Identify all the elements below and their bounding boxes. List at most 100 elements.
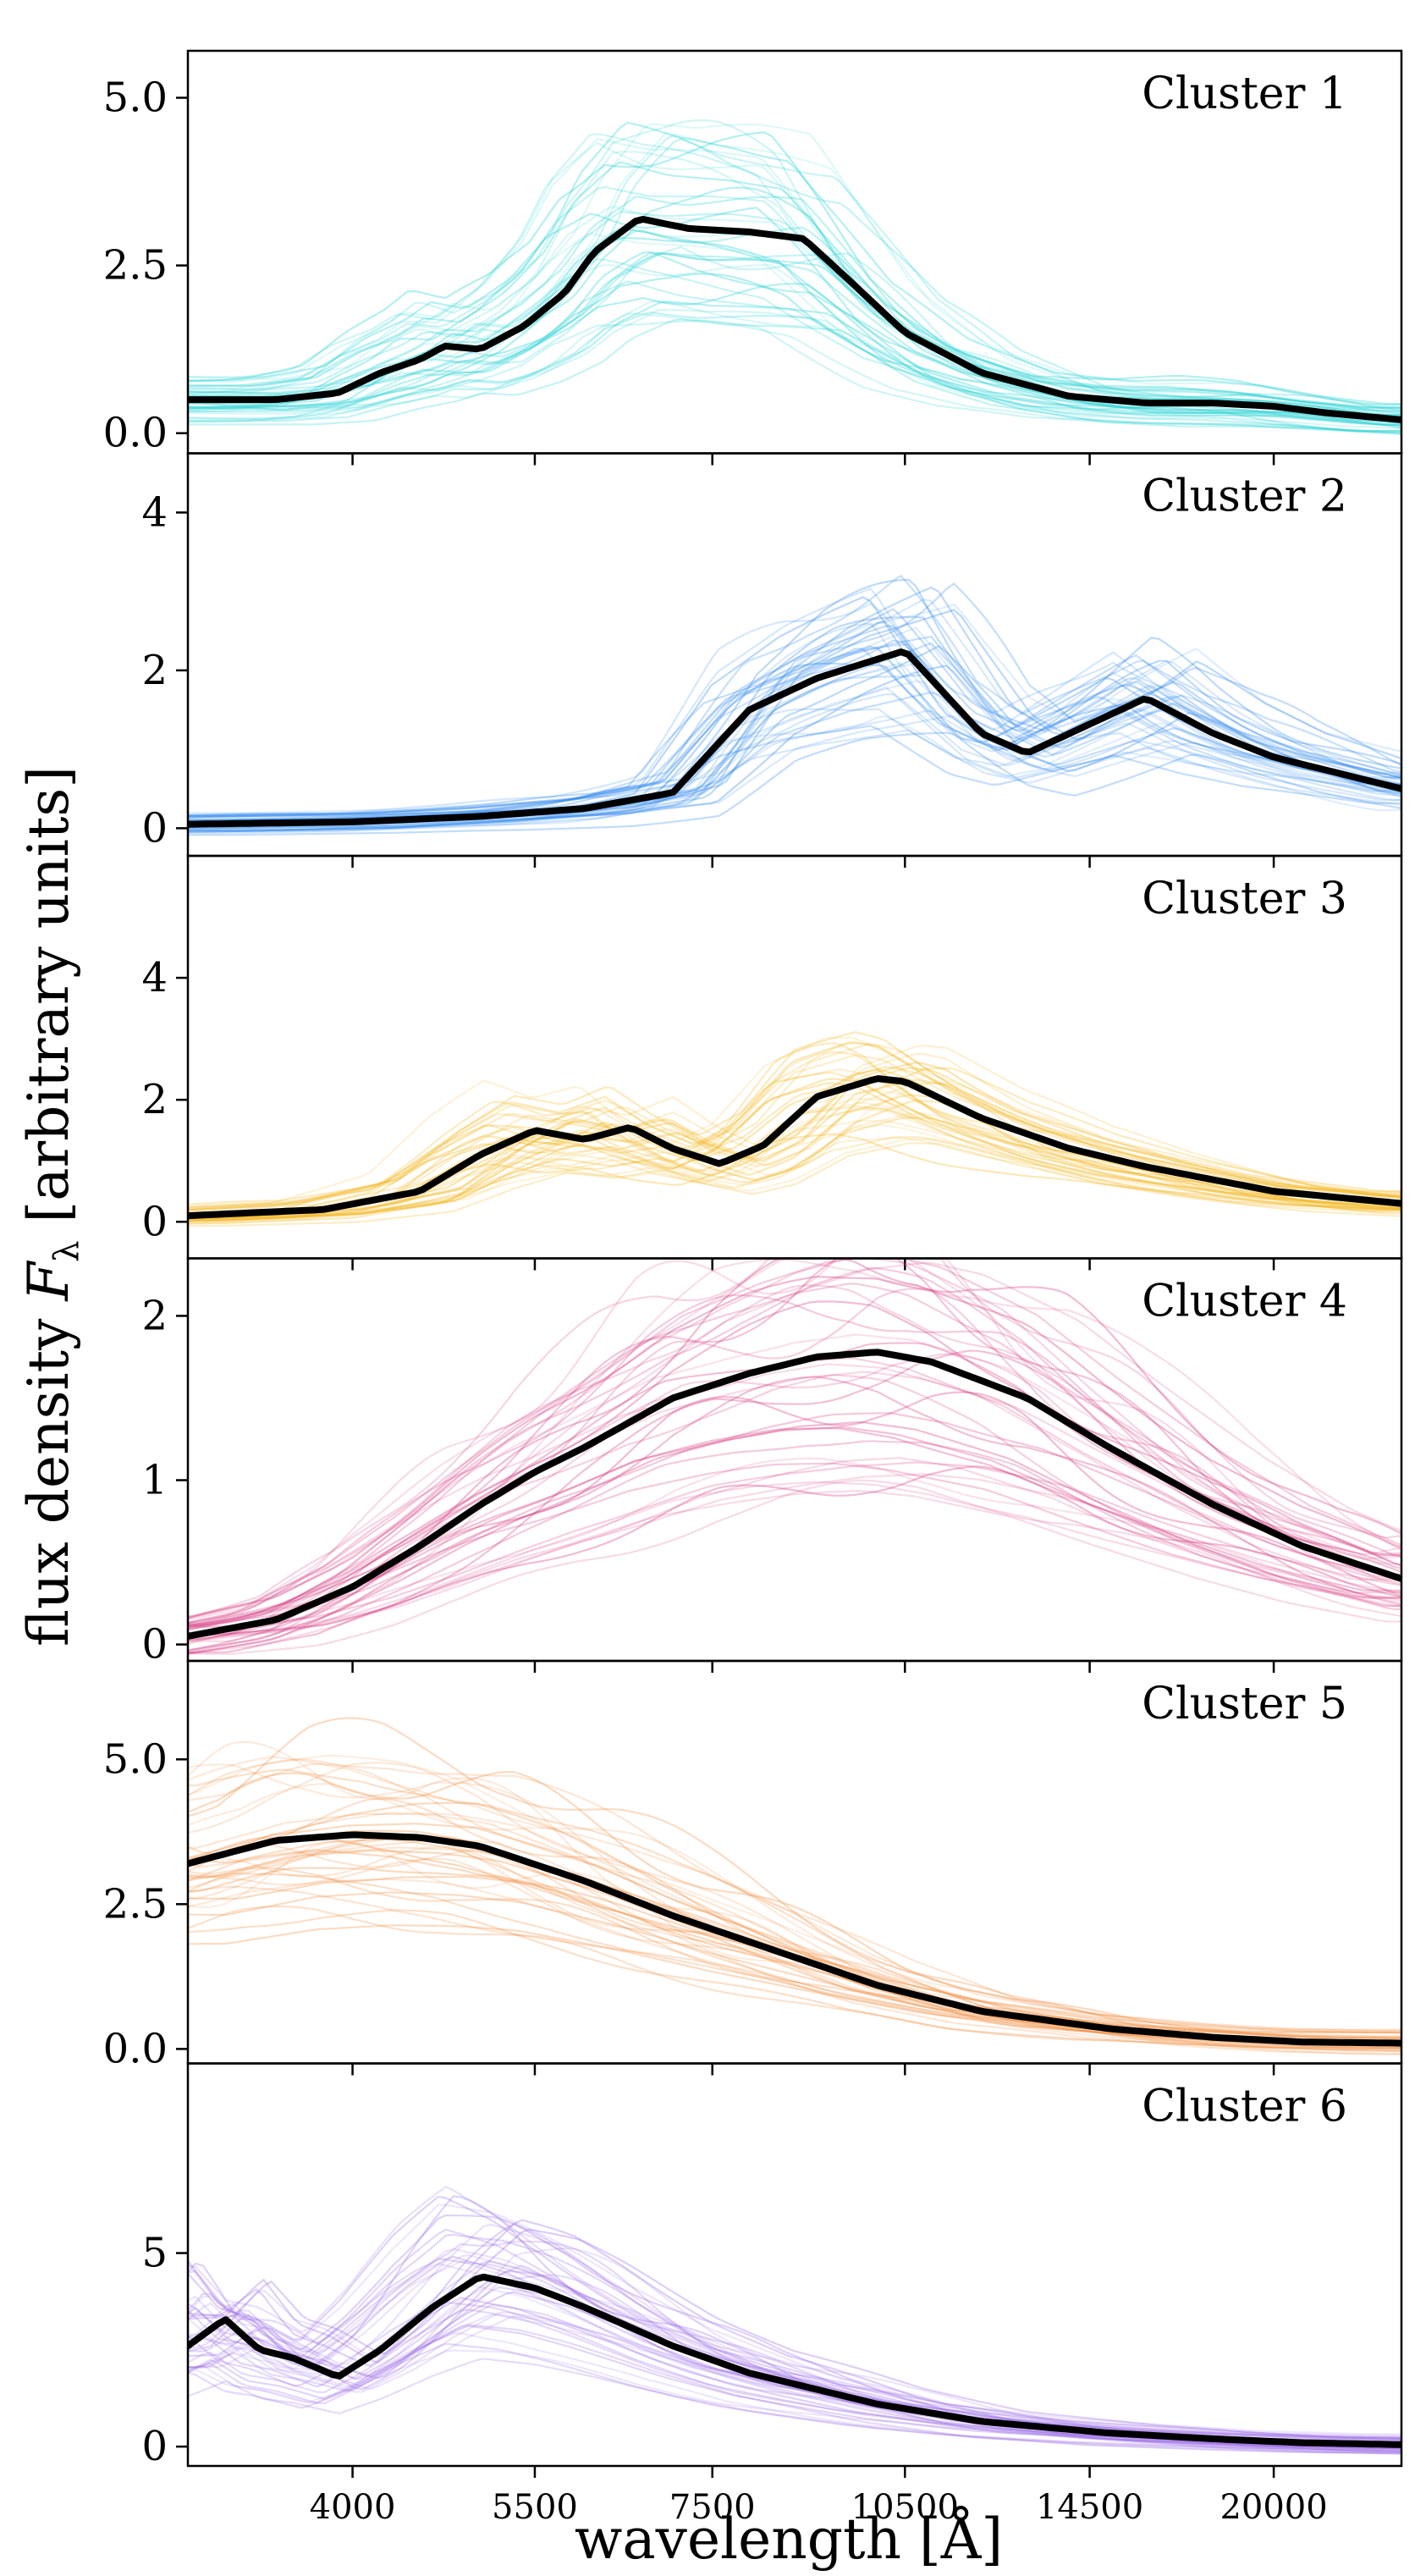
member-spectrum-line (188, 123, 1401, 411)
member-spectrum-line (188, 1142, 1401, 1227)
member-spectrum-line (188, 1124, 1401, 1215)
cluster-panels: 0.0 2.5 5.0 Cluster 1 0 2 4 Cluster 2 0 2 4 Cluster… (103, 49, 1403, 2527)
member-spectrum-line (188, 1374, 1401, 1643)
member-spectrum-line (188, 1844, 1401, 2038)
member-spectrum-line (188, 1376, 1401, 1655)
cluster-label: Cluster 6 (1142, 2082, 1347, 2132)
mean-spectrum-line (188, 648, 1401, 828)
member-spectrum-line (188, 603, 1401, 814)
member-spectrum-line (188, 2214, 1401, 2439)
y-tick-label: 0 (141, 2423, 168, 2470)
member-spectrum-line (188, 228, 1401, 417)
plot-area (188, 574, 1401, 836)
member-spectrum-line (188, 1052, 1401, 1217)
member-spectrum-line (188, 2195, 1401, 2453)
member-spectrum-line (188, 1845, 1401, 2034)
member-spectrum-line (188, 1420, 1401, 1652)
member-spectrum-line (188, 1770, 1401, 2040)
member-spectrum-line (188, 185, 1401, 409)
member-spectrum-line (188, 1909, 1401, 2049)
member-spectrum-line (188, 251, 1401, 427)
member-spectrum-line (188, 318, 1401, 435)
member-spectrum-line (188, 300, 1401, 430)
member-spectrum-line (188, 1891, 1401, 2049)
member-spectrum-line (188, 1440, 1401, 1654)
member-spectrum-line (188, 1857, 1401, 2034)
member-spectrum-line (188, 226, 1401, 427)
member-spectrum-line (188, 1801, 1401, 2040)
x-axis-title: wavelength [Å] (575, 2507, 1003, 2572)
member-spectrum-line (188, 586, 1401, 830)
member-spectrum-line (188, 1829, 1401, 2034)
member-spectrum-line (188, 210, 1401, 410)
member-spectrum-line (188, 137, 1401, 411)
member-spectrum-line (188, 1072, 1401, 1217)
member-spectrum-line (188, 615, 1401, 817)
member-spectrum-line (188, 609, 1401, 832)
member-spectrum-line (188, 1473, 1401, 1636)
panel-cluster-5: 0.0 2.5 5.0 Cluster 5 (103, 1659, 1403, 2076)
member-spectrum-line (188, 1462, 1401, 1628)
member-spectrum-line (188, 1044, 1401, 1218)
member-spectrum-line (188, 2260, 1401, 2443)
member-spectrum-line (188, 1740, 1401, 2050)
member-spectrum-line (188, 1426, 1401, 1638)
member-spectrum-line (188, 1479, 1401, 1655)
member-spectrum-line (188, 2223, 1401, 2455)
member-spectrum-line (188, 232, 1401, 433)
panel-frame (186, 2062, 1403, 2468)
member-spectrum-line (188, 1754, 1401, 2032)
y-tick-label: 4 (141, 488, 168, 536)
member-spectrum-line (188, 680, 1401, 832)
member-spectrum-line (188, 2264, 1401, 2451)
member-spectrum-line (188, 1036, 1401, 1211)
member-spectrum-line (188, 691, 1401, 817)
member-spectrum-line (188, 708, 1401, 821)
y-tick-label: 0.0 (103, 2025, 168, 2072)
member-spectrum-line (188, 196, 1401, 417)
y-tick-label: 2 (141, 1076, 168, 1123)
member-spectrum-line (188, 1457, 1401, 1641)
member-spectrum-line (188, 1284, 1401, 1619)
member-spectrum-line (188, 1106, 1401, 1222)
y-tick-label: 0 (141, 1621, 168, 1669)
member-spectrum-line (188, 1258, 1401, 1625)
member-spectrum-line (188, 1490, 1401, 1654)
panel-cluster-3: 0 2 4 Cluster 3 (141, 854, 1403, 1271)
member-spectrum-line (188, 1333, 1401, 1621)
y-tick-label: 2.5 (103, 1880, 168, 1928)
member-spectrum-line (188, 1119, 1401, 1222)
mean-spectrum-line (188, 1075, 1401, 1220)
member-spectrum-line (188, 1138, 1401, 1217)
y-tick-label: 5.0 (103, 1735, 168, 1783)
member-spectrum-line (188, 1465, 1401, 1635)
member-spectrum-line (188, 587, 1401, 827)
member-spectrum-line (188, 2233, 1401, 2449)
mean-spectrum-line (188, 2273, 1401, 2448)
member-spectrum-line (188, 1757, 1401, 2031)
member-spectrum-line (188, 1266, 1401, 1631)
mean-spectrum-line (188, 1831, 1401, 2047)
y-tick-label: 2.5 (103, 242, 168, 290)
member-spectrum-line (188, 1258, 1401, 1619)
y-tick-label: 5 (141, 2230, 168, 2277)
x-tick-label: 4000 (310, 2488, 396, 2527)
member-spectrum-line (188, 645, 1401, 831)
member-spectrum-line (188, 2314, 1401, 2440)
member-spectrum-line (188, 1867, 1401, 2038)
member-spectrum-line (188, 674, 1401, 830)
member-spectrum-line (188, 1094, 1401, 1225)
member-spectrum-line (188, 1363, 1401, 1624)
member-spectrum-line (188, 1836, 1401, 2045)
member-spectrum-line (188, 2204, 1401, 2435)
y-tick-label: 0.0 (103, 410, 168, 457)
member-spectrum-line (188, 2358, 1401, 2452)
member-spectrum-line (188, 1078, 1401, 1211)
member-spectrum-line (188, 2342, 1401, 2451)
panel-cluster-4: 0 1 2 Cluster 4 (141, 1257, 1403, 1673)
member-spectrum-line (188, 1876, 1401, 2052)
member-spectrum-line (188, 119, 1401, 416)
member-spectrum-line (188, 1042, 1401, 1211)
member-spectrum-line (188, 2286, 1401, 2439)
